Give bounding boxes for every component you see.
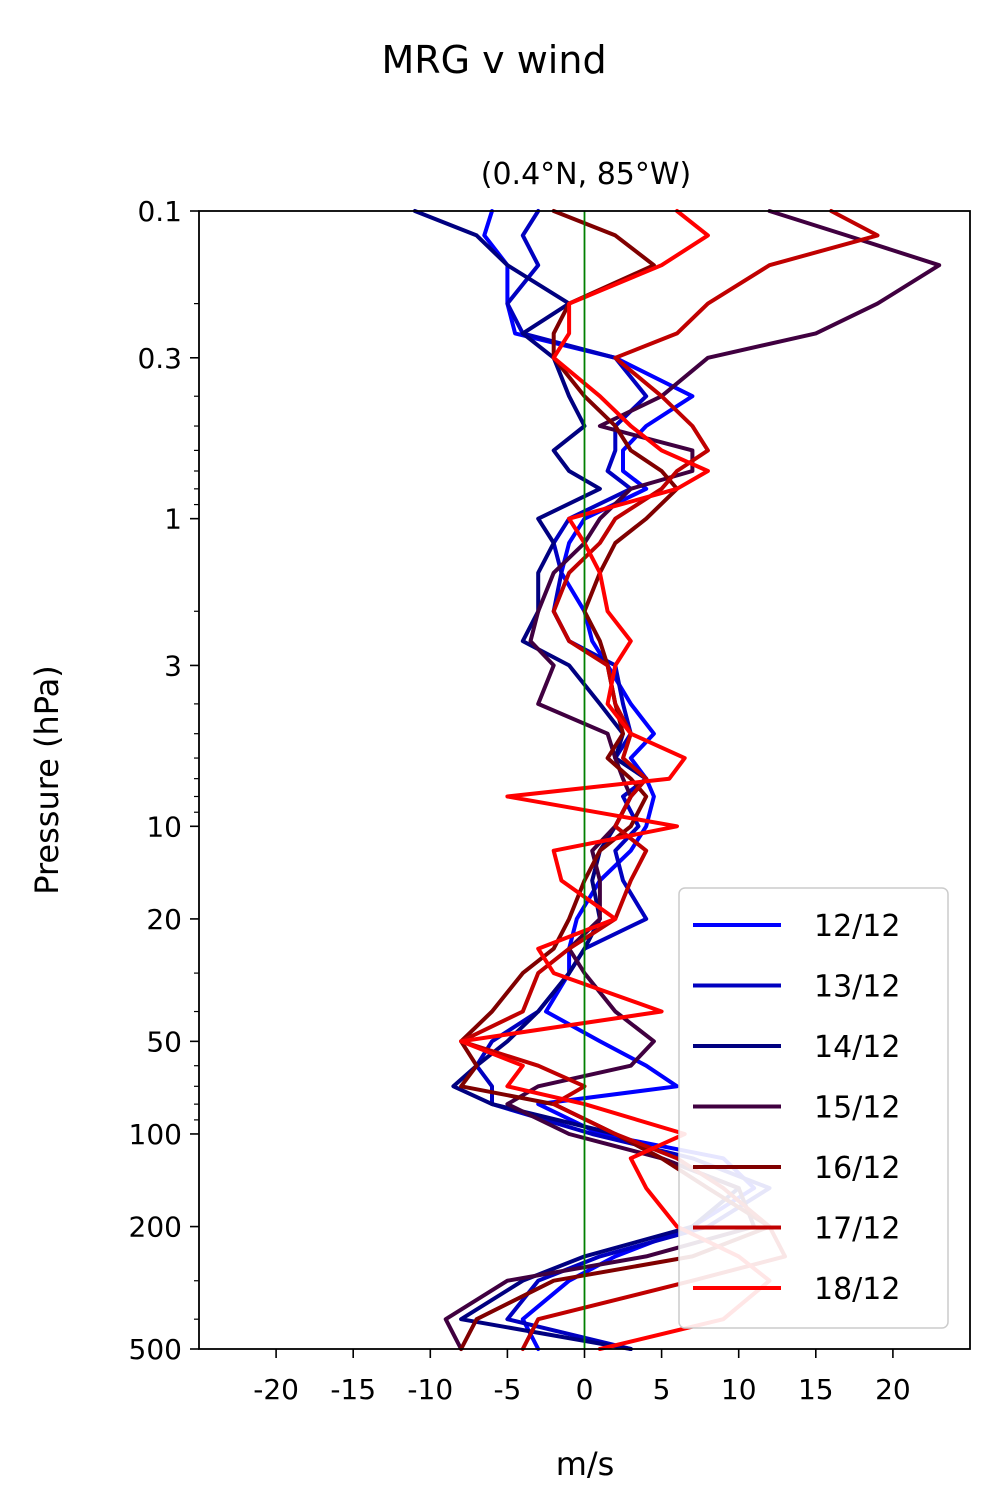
legend-label-5: 16/12 (814, 1151, 900, 1186)
y-tick-label: 200 (129, 1211, 182, 1244)
x-tick-label: 0 (576, 1373, 594, 1406)
y-tick-label: 20 (146, 903, 182, 936)
x-axis-label: m/s (556, 1445, 615, 1483)
x-tick-label: -10 (407, 1373, 453, 1406)
series-line-7 (459, 209, 772, 1351)
legend-label-4: 15/12 (814, 1091, 900, 1126)
legend-label-3: 14/12 (814, 1030, 900, 1065)
legend: 12/12 13/12 14/12 15/12 16/12 17/12 18/12 (678, 887, 949, 1329)
series-line-6 (459, 209, 880, 1351)
series-layer (412, 209, 942, 1351)
legend-label-1: 12/12 (814, 909, 900, 944)
y-axis-label: Pressure (hPa) (28, 665, 66, 895)
y-tick-label: 500 (129, 1333, 182, 1366)
x-tick-label: 20 (875, 1373, 911, 1406)
legend-frame (678, 887, 949, 1329)
x-tick-label: -20 (253, 1373, 299, 1406)
y-tick-label: 3 (164, 649, 182, 682)
x-tick-label: -15 (330, 1373, 376, 1406)
y-tick-label: 0.1 (137, 195, 182, 228)
y-axis-ticks: 0.1 0.3 1 3 10 20 50 100 200 500 (129, 195, 199, 1366)
legend-label-7: 18/12 (814, 1272, 900, 1307)
y-tick-label: 10 (146, 810, 182, 843)
plot-title: (0.4°N, 85°W) (481, 157, 691, 192)
legend-items: 12/12 13/12 14/12 15/12 16/12 17/12 18/12 (693, 909, 900, 1307)
x-tick-label: 10 (721, 1373, 757, 1406)
legend-label-6: 17/12 (814, 1212, 900, 1247)
y-tick-label: 0.3 (137, 342, 182, 375)
x-tick-label: 5 (653, 1373, 671, 1406)
y-tick-label: 100 (129, 1118, 182, 1151)
y-tick-label: 50 (146, 1025, 182, 1058)
x-tick-label: -5 (493, 1373, 521, 1406)
figure-title: MRG v wind (381, 38, 606, 82)
x-tick-label: 15 (798, 1373, 834, 1406)
legend-label-2: 13/12 (814, 970, 900, 1005)
y-tick-label: 1 (164, 503, 182, 536)
x-axis-ticks: -20 -15 -10 -5 0 5 10 15 20 (253, 1349, 911, 1406)
